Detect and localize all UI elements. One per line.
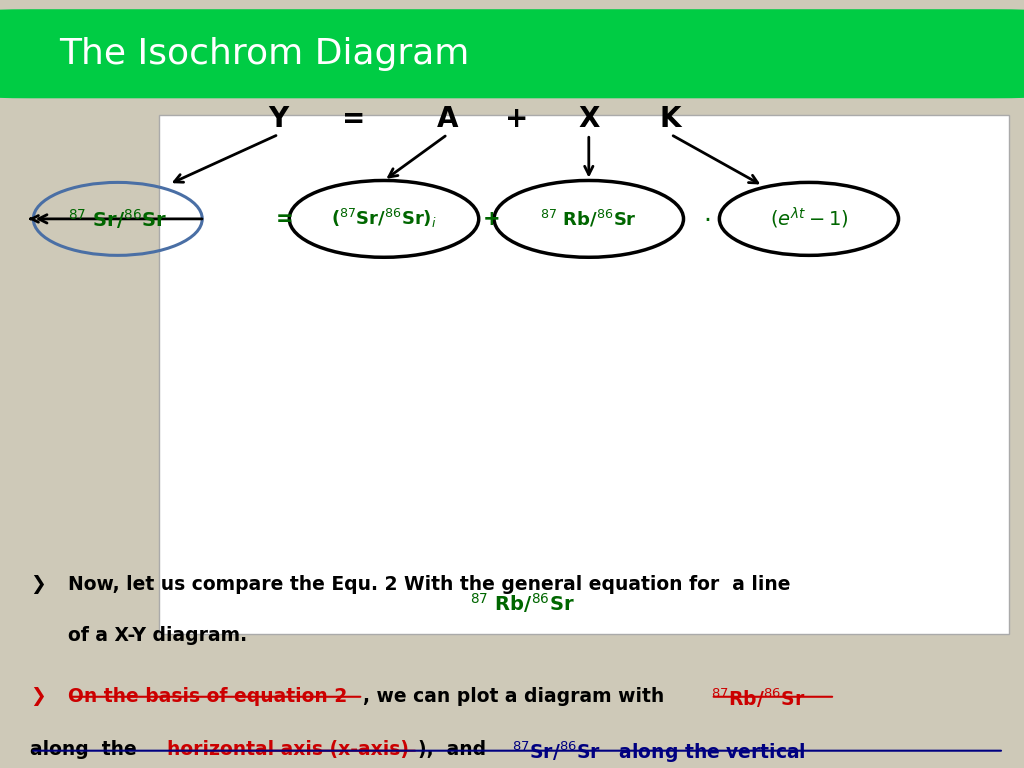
Text: $^{87}$ Rb/$^{86}$Sr: $^{87}$ Rb/$^{86}$Sr	[541, 208, 637, 230]
Text: $^{87}$ Rb/$^{86}$Sr: $^{87}$ Rb/$^{86}$Sr	[470, 591, 574, 615]
Text: $^{87}$ Sr/$^{86}$Sr: $^{87}$ Sr/$^{86}$Sr	[68, 207, 168, 231]
Text: ),  and: ), and	[418, 740, 499, 759]
Text: $(e^{\lambda t} - 1)$: $(e^{\lambda t} - 1)$	[770, 207, 848, 231]
Text: Y: Y	[268, 105, 289, 133]
Text: On the basis of equation 2: On the basis of equation 2	[69, 687, 347, 706]
FancyBboxPatch shape	[0, 9, 1024, 98]
Text: $^{87}$Sr/$^{86}$Sr  axis: $^{87}$Sr/$^{86}$Sr axis	[182, 306, 202, 423]
Text: $\cdot$: $\cdot$	[702, 207, 711, 231]
Text: $^{87}$Sr/$^{86}$Sr   along the vertical: $^{87}$Sr/$^{86}$Sr along the vertical	[512, 740, 806, 765]
FancyBboxPatch shape	[159, 115, 1009, 634]
Text: of a X-Y diagram.: of a X-Y diagram.	[69, 625, 247, 644]
Text: +: +	[482, 209, 501, 229]
Text: ❯: ❯	[31, 574, 46, 594]
Text: +: +	[506, 105, 528, 133]
Text: =: =	[275, 209, 294, 229]
Text: $^{87}$Rb/$^{86}$Sr: $^{87}$Rb/$^{86}$Sr	[711, 687, 805, 710]
Text: ❯: ❯	[31, 687, 46, 706]
Text: Now, let us compare the Equ. 2 With the general equation for  a line: Now, let us compare the Equ. 2 With the …	[69, 574, 791, 594]
Text: horizontal axis (x-axis): horizontal axis (x-axis)	[168, 740, 410, 759]
Text: , we can plot a diagram with: , we can plot a diagram with	[364, 687, 671, 706]
Text: K: K	[660, 105, 681, 133]
Text: A: A	[437, 105, 458, 133]
Text: =: =	[342, 105, 365, 133]
X-axis label: X axis: X axis	[415, 594, 456, 608]
Text: X: X	[579, 105, 599, 133]
Text: along  the: along the	[31, 740, 143, 759]
Text: ($^{87}$Sr/$^{86}$Sr)$_i$: ($^{87}$Sr/$^{86}$Sr)$_i$	[331, 207, 437, 230]
Text: The Isochrom Diagram: The Isochrom Diagram	[59, 37, 470, 71]
